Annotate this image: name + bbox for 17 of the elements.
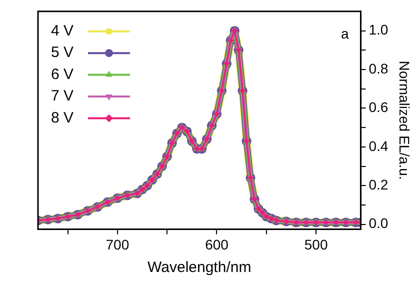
x-tick-label: 700 [106,236,130,252]
y-tick-label: 0.4 [368,138,388,154]
x-tick-label: 600 [205,236,229,252]
y-tick-label: 0.0 [368,215,388,232]
legend-label: 7 V [51,88,74,105]
legend-label: 6 V [51,66,74,83]
legend-label: 4 V [51,22,74,40]
annotation: a [340,25,349,42]
x-tick-label: 500 [304,236,328,252]
y-tick-label: 1.0 [368,22,388,38]
y-axis-title: Normalized EL/a.u. [396,60,413,180]
legend-label: 8 V [51,109,74,126]
y-tick-label: 0.8 [368,60,388,76]
x-axis-title: Wavelength/nm [148,259,252,276]
legend-label: 5 V [51,44,74,62]
y-tick-label: 0.2 [368,176,388,192]
y-tick-label: 0.6 [368,99,388,116]
